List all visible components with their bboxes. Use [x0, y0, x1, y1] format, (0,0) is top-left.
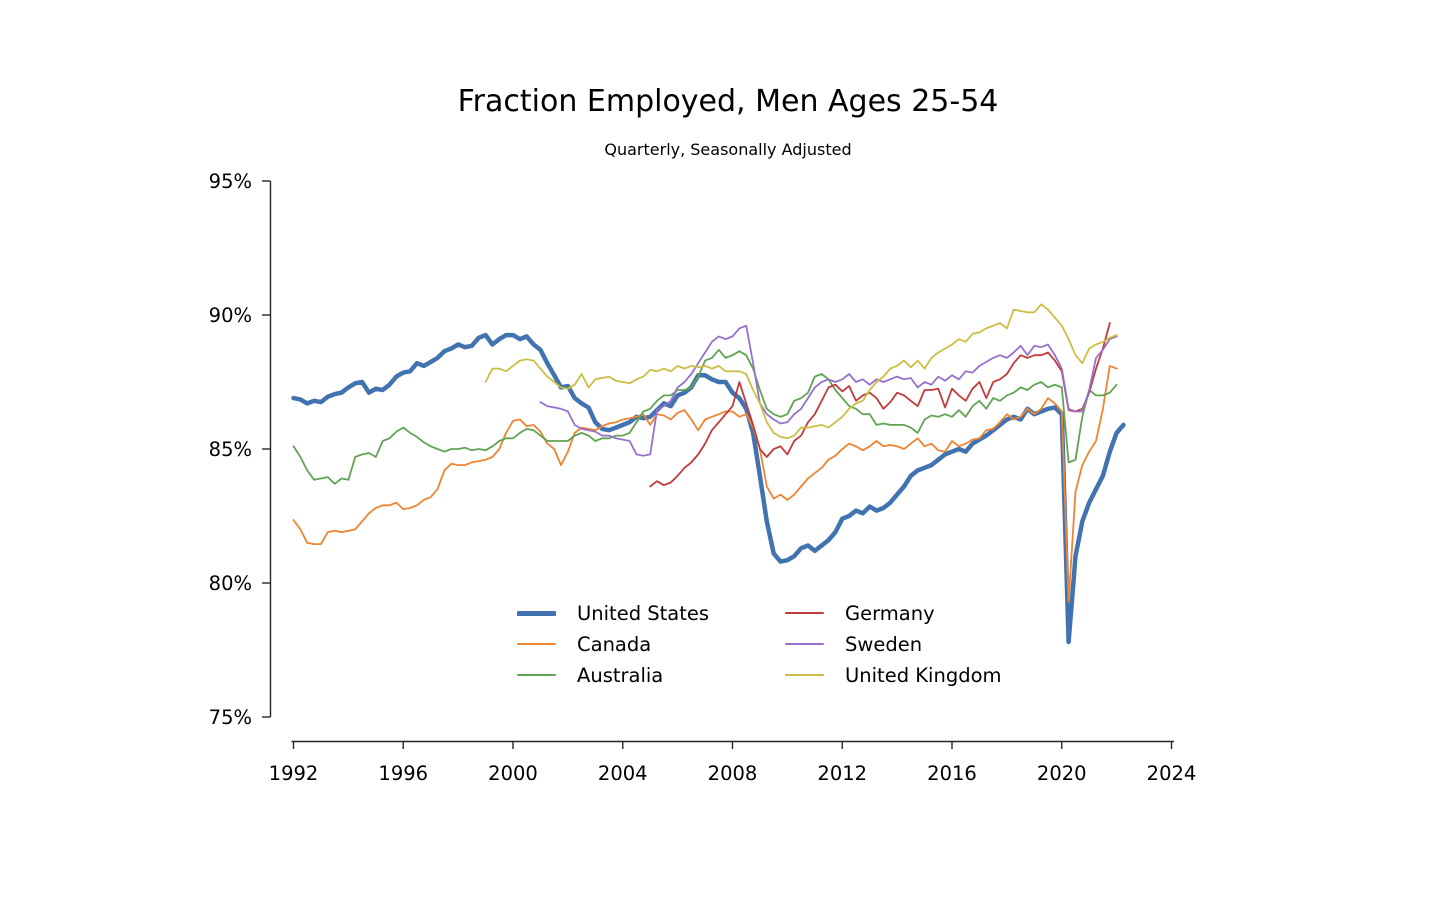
series-line-sweden	[539, 324, 1118, 457]
x-axis-tick-label: 2012	[817, 762, 867, 785]
series-line-germany	[649, 322, 1111, 488]
y-axis-tick-label: 95%	[209, 170, 252, 193]
y-axis-tick-label: 90%	[209, 304, 252, 327]
y-axis-tick-label: 85%	[209, 438, 252, 461]
series-line-australia	[292, 348, 1118, 485]
x-axis-tick-label: 1996	[378, 762, 428, 785]
chart-subtitle: Quarterly, Seasonally Adjusted	[604, 140, 852, 159]
x-axis-tick-label: 2000	[488, 762, 538, 785]
chart-title: Fraction Employed, Men Ages 25-54	[457, 84, 999, 119]
y-axis-tick-label: 80%	[209, 572, 252, 595]
x-axis-tick-label: 2020	[1037, 762, 1087, 785]
series-line-united-states	[291, 332, 1126, 645]
x-axis-tick-label: 2004	[598, 762, 648, 785]
x-axis-tick-label: 2008	[708, 762, 758, 785]
y-axis-tick-label: 75%	[209, 706, 252, 729]
series-line-canada	[292, 364, 1118, 603]
x-axis-tick-label: 1992	[269, 762, 319, 785]
series-line-united-kingdom	[484, 303, 1118, 440]
x-axis-tick-label: 2016	[927, 762, 977, 785]
x-axis-tick-label: 2024	[1147, 762, 1197, 785]
